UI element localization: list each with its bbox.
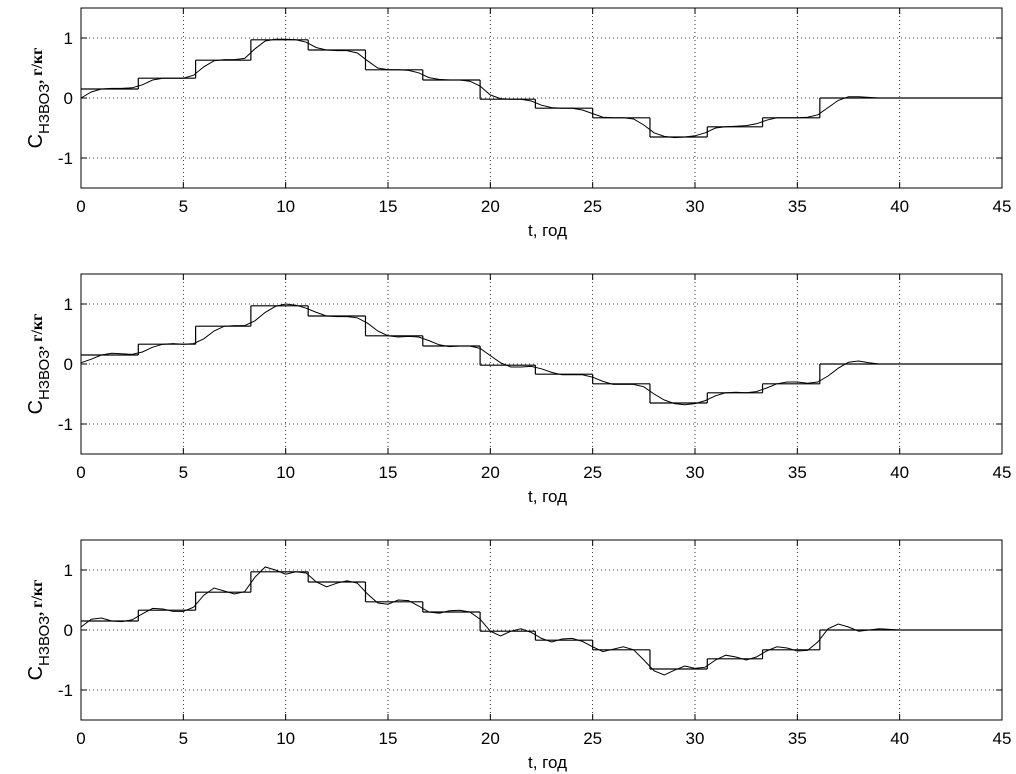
x-tick-label: 20: [481, 463, 500, 482]
y-label-unit: , г/кг: [29, 314, 46, 350]
x-tick-label: 35: [788, 463, 807, 482]
x-axis-label: t, год: [528, 487, 567, 506]
x-tick-label: 40: [890, 463, 909, 482]
y-tick-label: 1: [64, 29, 73, 48]
x-tick-label: 15: [379, 197, 398, 216]
x-tick-label: 15: [379, 729, 398, 748]
y-label-symbol: C: [25, 666, 47, 680]
y-tick-label: -1: [58, 149, 73, 168]
y-tick-label: -1: [58, 415, 73, 434]
plot-frame: [80, 539, 1003, 721]
y-axis-label: CНЗВОЗ, г/кг: [25, 48, 53, 149]
y-tick-label: 0: [64, 89, 73, 108]
x-tick-label: 25: [583, 729, 602, 748]
x-axis-label: t, год: [528, 753, 567, 772]
x-tick-label: 30: [686, 729, 705, 748]
y-tick-label: 0: [64, 355, 73, 374]
x-tick-label: 10: [276, 729, 295, 748]
y-label-subscript: НЗВОЗ: [36, 350, 53, 400]
plot-frame: [80, 7, 1003, 189]
y-label-unit: , г/кг: [29, 48, 46, 84]
x-axis-label: t, год: [528, 221, 567, 240]
y-tick-label: 1: [64, 561, 73, 580]
y-label-symbol: C: [25, 400, 47, 414]
series-line: [80, 566, 1002, 676]
x-tick-label: 10: [276, 197, 295, 216]
y-label-symbol: C: [25, 134, 47, 148]
x-tick-label: 0: [76, 463, 85, 482]
y-tick-label: -1: [58, 681, 73, 700]
y-axis-label: CНЗВОЗ, г/кг: [25, 314, 53, 415]
x-tick-label: 20: [481, 197, 500, 216]
series-line: [80, 38, 1002, 139]
x-tick-label: 5: [179, 463, 188, 482]
y-label-subscript: НЗВОЗ: [36, 616, 53, 666]
x-tick-label: 45: [993, 463, 1012, 482]
x-tick-label: 20: [481, 729, 500, 748]
y-tick-label: 1: [64, 295, 73, 314]
x-tick-label: 30: [686, 197, 705, 216]
x-tick-label: 0: [76, 197, 85, 216]
x-tick-label: 5: [179, 729, 188, 748]
subplot: 0 5 10 15 20 25 30 35 40 45 -1 0 1 t, год CНЗВОЗ, г/кг: [25, 7, 1012, 240]
x-tick-label: 25: [583, 197, 602, 216]
x-tick-label: 30: [686, 463, 705, 482]
x-tick-label: 45: [993, 729, 1012, 748]
x-tick-label: 40: [890, 729, 909, 748]
plot-frame: [80, 273, 1003, 455]
x-tick-label: 15: [379, 463, 398, 482]
subplot: 0 5 10 15 20 25 30 35 40 45 -1 0 1 t, год CНЗВОЗ, г/кг: [25, 273, 1012, 506]
x-tick-label: 5: [179, 197, 188, 216]
x-tick-label: 40: [890, 197, 909, 216]
x-tick-label: 25: [583, 463, 602, 482]
y-label-subscript: НЗВОЗ: [36, 84, 53, 134]
y-label-unit: , г/кг: [29, 580, 46, 616]
subplot: 0 5 10 15 20 25 30 35 40 45 -1 0 1 t, год CНЗВОЗ, г/кг: [25, 539, 1012, 772]
series-line: [80, 303, 1002, 406]
x-tick-label: 10: [276, 463, 295, 482]
y-axis-label: CНЗВОЗ, г/кг: [25, 580, 53, 681]
x-tick-label: 0: [76, 729, 85, 748]
x-tick-label: 45: [993, 197, 1012, 216]
y-tick-label: 0: [64, 621, 73, 640]
x-tick-label: 35: [788, 729, 807, 748]
x-tick-label: 35: [788, 197, 807, 216]
